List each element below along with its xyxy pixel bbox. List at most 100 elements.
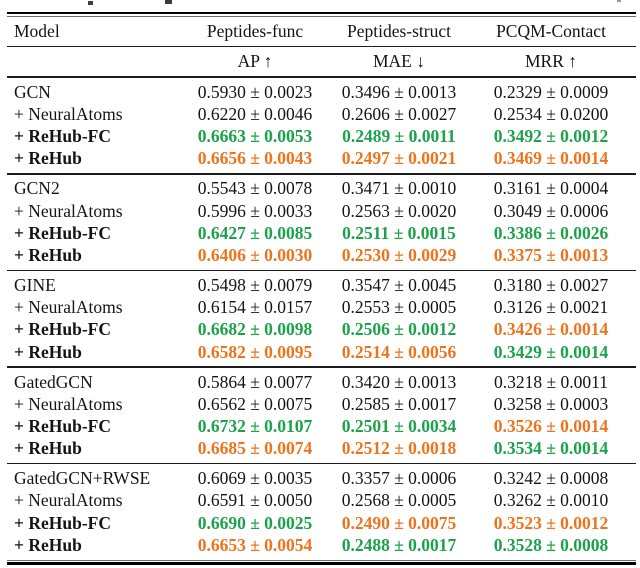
table-row: + NeuralAtoms 0.6220 ± 0.0046 0.2606 ± 0.0… [7,103,636,125]
block-separator-rule [7,173,636,175]
block-separator-rule [7,366,636,368]
table-row: GatedGCN+RWSE 0.6069 ± 0.0035 0.3357 ± 0.0… [7,468,636,490]
value-cell: 0.3528 ± 0.0008 [493,534,609,555]
value-cell: 0.2488 ± 0.0017 [341,534,457,555]
value-cell: 0.3534 ± 0.0014 [493,438,609,459]
value-cell: 0.3420 ± 0.0013 [341,371,457,392]
value-cell: 0.2506 ± 0.0012 [341,319,457,340]
model-cell: + NeuralAtoms [14,200,123,221]
table-row: + ReHub 0.6653 ± 0.0054 0.2488 ± 0.0017 0.3… [7,534,636,556]
cropped-caption-fragment [617,0,621,2]
table-bottom-rule [7,562,636,565]
table-row: + ReHub 0.6685 ± 0.0074 0.2512 ± 0.0018 0.3… [7,438,636,460]
value-cell: 0.5498 ± 0.0079 [197,275,313,296]
table-row: GCN 0.5930 ± 0.0023 0.3496 ± 0.0013 0.2329 … [7,81,636,103]
column-header-peptides-func: Peptides-func [206,20,304,41]
header-divider-rule [7,45,636,48]
value-cell: 0.3126 ± 0.0021 [493,297,609,318]
table-row: + ReHub-FC 0.6690 ± 0.0025 0.2490 ± 0.0075… [7,512,636,534]
value-cell: 0.6069 ± 0.0035 [197,468,313,489]
model-cell: + ReHub-FC [14,126,111,147]
value-cell: 0.3526 ± 0.0014 [493,416,609,437]
model-cell: GCN2 [14,178,60,199]
table-row: + ReHub-FC 0.6663 ± 0.0053 0.2489 ± 0.0011… [7,126,636,148]
value-cell: 0.2501 ± 0.0034 [341,416,457,437]
column-header-peptides-struct: Peptides-struct [346,20,451,41]
block-separator-rule [7,462,636,465]
value-cell: 0.3429 ± 0.0014 [493,341,609,362]
value-cell: 0.6582 ± 0.0095 [197,341,313,362]
model-cell: + ReHub [14,534,82,555]
value-cell: 0.2490 ± 0.0075 [341,512,457,533]
table-row: GINE 0.5498 ± 0.0079 0.3547 ± 0.0045 0.3180… [7,274,636,296]
table-row: + ReHub-FC 0.6427 ± 0.0085 0.2511 ± 0.0015… [7,222,636,244]
metric-header-ap: AP ↑ [237,51,273,72]
value-cell: 0.3049 ± 0.0006 [493,200,609,221]
model-cell: + NeuralAtoms [14,490,123,511]
model-block: GatedGCN+RWSE 0.6069 ± 0.0035 0.3357 ± 0.0… [7,464,636,559]
model-cell: + ReHub [14,341,82,362]
value-cell: 0.3180 ± 0.0027 [493,275,609,296]
value-cell: 0.3357 ± 0.0006 [341,468,457,489]
value-cell: 0.6427 ± 0.0085 [197,222,313,243]
model-cell: + NeuralAtoms [14,393,123,414]
value-cell: 0.6685 ± 0.0074 [197,438,313,459]
table-top-rule [7,12,636,15]
value-cell: 0.3375 ± 0.0013 [493,244,609,265]
table-row: GatedGCN 0.5864 ± 0.0077 0.3420 ± 0.0013 0.… [7,371,636,393]
value-cell: 0.6562 ± 0.0075 [197,393,313,414]
model-cell: GCN [14,81,51,102]
value-cell: 0.6406 ± 0.0030 [197,244,313,265]
model-cell: + ReHub-FC [14,512,111,533]
table-row: + ReHub 0.6656 ± 0.0043 0.2497 ± 0.0021 0.3… [7,148,636,170]
model-cell: + ReHub-FC [14,319,111,340]
value-cell: 0.3386 ± 0.0026 [493,222,609,243]
column-header-pcqm-contact: PCQM-Contact [496,20,606,41]
value-cell: 0.6653 ± 0.0054 [197,534,313,555]
value-cell: 0.2512 ± 0.0018 [341,438,457,459]
metric-header-mae: MAE ↓ [372,51,425,72]
value-cell: 0.2606 ± 0.0027 [341,103,457,124]
model-cell: GatedGCN+RWSE [14,468,151,489]
value-cell: 0.3161 ± 0.0004 [493,178,609,199]
model-block: GCN2 0.5543 ± 0.0078 0.3471 ± 0.0010 0.3161… [7,175,636,270]
table-bottom-rule-inner [7,559,636,561]
value-cell: 0.3547 ± 0.0045 [341,275,457,296]
model-block: GCN 0.5930 ± 0.0023 0.3496 ± 0.0013 0.2329 … [7,78,636,173]
model-cell: + ReHub-FC [14,222,111,243]
model-cell: + NeuralAtoms [14,103,123,124]
table-row: + ReHub 0.6406 ± 0.0030 0.2530 ± 0.0029 0.3… [7,244,636,266]
value-cell: 0.3492 ± 0.0012 [493,126,609,147]
table-body: GCN 0.5930 ± 0.0023 0.3496 ± 0.0013 0.2329 … [7,78,636,560]
value-cell: 0.6656 ± 0.0043 [197,148,313,169]
value-cell: 0.6154 ± 0.0157 [197,297,313,318]
value-cell: 0.3523 ± 0.0012 [493,512,609,533]
value-cell: 0.2553 ± 0.0005 [341,297,457,318]
model-cell: GatedGCN [14,371,93,392]
value-cell: 0.6220 ± 0.0046 [197,103,313,124]
table-row: + NeuralAtoms 0.5996 ± 0.0033 0.2563 ± 0.0… [7,200,636,222]
value-cell: 0.3262 ± 0.0010 [493,490,609,511]
table-row: + ReHub-FC 0.6732 ± 0.0107 0.2501 ± 0.0034… [7,415,636,437]
dataset-header-row: Model Peptides-func Peptides-struct PCQM… [7,17,636,46]
value-cell: 0.2563 ± 0.0020 [341,200,457,221]
value-cell: 0.2530 ± 0.0029 [341,244,457,265]
metric-header-row: AP ↑ MAE ↓ MRR ↑ [7,47,636,76]
value-cell: 0.2329 ± 0.0009 [493,81,609,102]
table-row: GCN2 0.5543 ± 0.0078 0.3471 ± 0.0010 0.3161… [7,178,636,200]
value-cell: 0.5543 ± 0.0078 [197,178,313,199]
model-cell: + ReHub [14,148,82,169]
table-row: + NeuralAtoms 0.6154 ± 0.0157 0.2553 ± 0.0… [7,297,636,319]
model-cell: + ReHub [14,438,82,459]
metric-header-mrr: MRR ↑ [524,51,578,72]
value-cell: 0.3242 ± 0.0008 [493,468,609,489]
value-cell: 0.2534 ± 0.0200 [493,103,609,124]
value-cell: 0.6732 ± 0.0107 [197,416,313,437]
value-cell: 0.3471 ± 0.0010 [341,178,457,199]
value-cell: 0.5930 ± 0.0023 [197,81,313,102]
model-cell: + ReHub-FC [14,416,111,437]
cropped-caption-fragment [165,0,172,4]
value-cell: 0.2489 ± 0.0011 [342,126,456,147]
value-cell: 0.2511 ± 0.0015 [342,222,456,243]
